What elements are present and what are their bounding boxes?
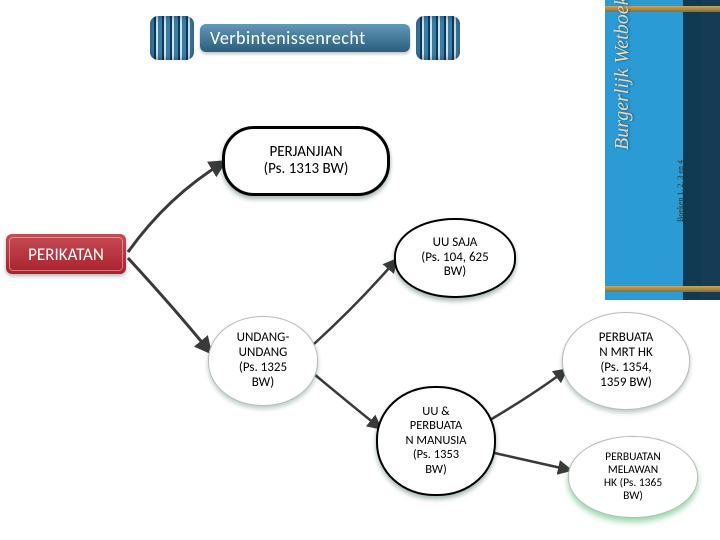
node-line: (Ps. 1313 BW) xyxy=(264,161,349,178)
node-perbuatan-mrt-hk: PERBUATA N MRT HK (Ps. 1354, 1359 BW) xyxy=(562,312,690,410)
banner-decor-right xyxy=(416,16,460,60)
node-line: N MANUSIA xyxy=(405,434,466,448)
edge xyxy=(128,258,210,352)
node-line: UU SAJA xyxy=(421,236,488,251)
node-perjanjian: PERJANJIAN (Ps. 1313 BW) xyxy=(222,126,390,196)
node-line: UU & xyxy=(405,405,466,419)
title-banner: Verbintenissenrecht xyxy=(150,8,460,68)
node-perbuatan-melawan-hk: PERBUATAN MELAWAN HK (Ps. 1365 BW) xyxy=(568,436,698,518)
node-line: (Ps. 1353 xyxy=(405,448,466,462)
node-line: 1359 BW) xyxy=(599,376,654,391)
spine-title: Burgerlijk Wetboek xyxy=(611,0,634,150)
node-line: (Ps. 1325 xyxy=(237,361,290,376)
banner-text: Verbintenissenrecht xyxy=(200,24,410,52)
node-line: PERBUATA xyxy=(599,331,654,346)
edge xyxy=(314,374,380,428)
node-line: (Ps. 1354, xyxy=(599,361,654,376)
node-line: UNDANG xyxy=(237,346,290,361)
node-line: (Ps. 104, 625 xyxy=(421,251,488,266)
edge xyxy=(128,162,224,252)
node-line: PERJANJIAN xyxy=(264,144,349,161)
node-line: BW) xyxy=(421,265,488,280)
node-line: PERBUATA xyxy=(405,419,466,433)
node-line: BW) xyxy=(237,376,290,391)
root-node-perikatan: PERIKATAN xyxy=(6,234,126,274)
banner-decor-left xyxy=(150,16,194,60)
node-uu-saja: UU SAJA (Ps. 104, 625 BW) xyxy=(394,218,516,298)
node-line: N MRT HK xyxy=(599,346,654,361)
spine-subtitle: Boeken 1, 2, 3 en 4 xyxy=(676,160,685,222)
node-uu-perbuatan-manusia: UU & PERBUATA N MANUSIA (Ps. 1353 BW) xyxy=(376,386,496,496)
spine-gold-bottom xyxy=(605,286,720,292)
edge xyxy=(490,452,570,470)
book-spine: Burgerlijk Wetboek Boeken 1, 2, 3 en 4 xyxy=(605,0,720,300)
node-line: UNDANG- xyxy=(237,331,290,346)
node-line: BW) xyxy=(604,490,662,503)
node-line: PERBUATAN xyxy=(604,451,662,464)
diagram-canvas: Verbintenissenrecht Burgerlijk Wetboek B… xyxy=(0,0,720,540)
root-label: PERIKATAN xyxy=(28,244,104,265)
edge xyxy=(490,370,566,420)
edge xyxy=(314,260,396,344)
node-undang-undang: UNDANG- UNDANG (Ps. 1325 BW) xyxy=(208,316,318,406)
node-line: BW) xyxy=(405,463,466,477)
